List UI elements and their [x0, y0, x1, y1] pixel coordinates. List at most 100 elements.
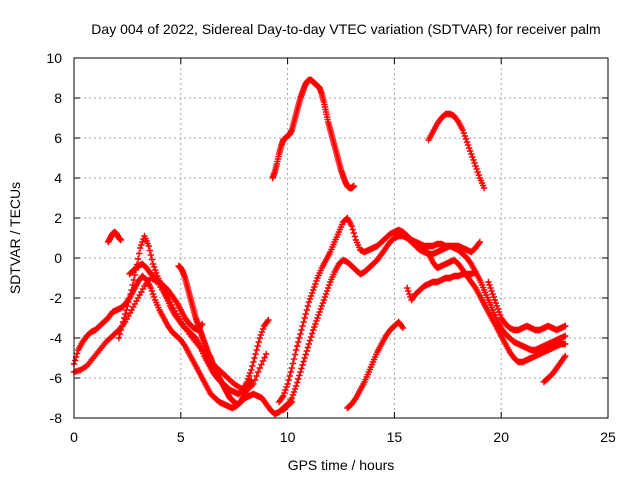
data-point	[320, 296, 328, 304]
data-point	[488, 287, 495, 295]
data-point	[253, 346, 260, 354]
data-point	[495, 308, 503, 316]
data-point	[153, 269, 160, 277]
data-point	[259, 357, 267, 365]
series-arc-11	[344, 318, 407, 412]
data-point	[307, 333, 315, 341]
data-point	[308, 289, 316, 297]
data-point	[487, 284, 494, 292]
data-point	[322, 290, 330, 298]
series-arc-7	[275, 214, 569, 406]
data-point	[349, 226, 356, 233]
series-arc-6	[175, 262, 255, 408]
data-point	[248, 366, 255, 374]
x-axis-label: GPS time / hours	[288, 457, 395, 473]
data-point	[496, 311, 504, 319]
data-point	[297, 330, 304, 338]
data-point	[290, 388, 298, 396]
data-point	[294, 342, 301, 350]
x-tick-labels: 0 5 10 15 20 25	[70, 429, 616, 445]
data-point	[464, 141, 472, 149]
data-point	[120, 314, 128, 322]
y-tick-label: 10	[46, 50, 62, 66]
data-point	[149, 290, 157, 298]
data-point	[288, 364, 296, 372]
data-point	[151, 266, 159, 274]
data-point	[491, 296, 498, 304]
data-point	[147, 284, 155, 292]
data-point	[298, 365, 305, 372]
data-point	[258, 328, 266, 336]
data-point	[148, 256, 156, 263]
data-point	[253, 372, 260, 380]
data-point	[291, 385, 299, 393]
data-point	[465, 144, 473, 152]
data-point	[318, 302, 325, 310]
data-point	[139, 238, 146, 246]
data-point	[304, 344, 312, 351]
data-point	[485, 278, 492, 286]
data-point	[480, 184, 488, 192]
data-point	[147, 251, 155, 259]
data-point	[295, 338, 302, 346]
data-point	[474, 168, 481, 176]
data-point	[300, 318, 307, 326]
data-point	[125, 298, 132, 306]
data-point	[124, 302, 131, 310]
data-point	[306, 295, 314, 303]
data-point	[301, 354, 308, 362]
data-point	[302, 351, 309, 358]
data-point	[312, 320, 319, 328]
data-point	[289, 360, 297, 367]
data-point	[473, 165, 480, 173]
data-point	[493, 302, 501, 310]
y-tick-label: -2	[50, 290, 63, 306]
data-point	[562, 332, 569, 340]
data-point	[127, 290, 134, 298]
data-point	[350, 229, 358, 237]
data-point	[128, 286, 135, 294]
data-point	[252, 350, 259, 358]
data-point	[291, 351, 299, 358]
data-point	[469, 153, 476, 161]
series-arc-5	[126, 260, 206, 334]
data-point	[301, 314, 308, 322]
data-point	[256, 364, 264, 372]
data-point	[472, 268, 479, 276]
x-tick-label: 5	[177, 429, 185, 445]
data-point	[486, 281, 493, 289]
data-point	[299, 361, 306, 369]
data-point	[146, 247, 154, 254]
data-point	[316, 308, 323, 316]
data-point	[249, 362, 256, 370]
data-point	[130, 276, 138, 284]
data-points	[70, 76, 569, 418]
data-point	[117, 236, 125, 244]
data-point	[295, 375, 302, 383]
data-point	[494, 305, 502, 313]
y-tick-label: -6	[50, 370, 63, 386]
data-point	[119, 318, 127, 326]
series-arc-14	[485, 278, 569, 334]
data-point	[305, 298, 313, 306]
data-point	[294, 379, 301, 386]
data-point	[122, 310, 129, 318]
y-tick-label: 2	[54, 210, 62, 226]
data-point	[326, 281, 333, 289]
data-point	[303, 306, 311, 314]
data-point	[562, 340, 569, 348]
data-point	[137, 244, 144, 252]
data-point	[261, 354, 268, 361]
x-tick-label: 0	[70, 429, 78, 445]
data-point	[289, 391, 297, 399]
data-point	[562, 352, 569, 360]
data-point	[312, 280, 319, 288]
data-point	[258, 361, 265, 368]
series-arc-10	[425, 110, 488, 192]
data-point	[138, 241, 145, 249]
data-point	[302, 310, 309, 318]
data-point	[298, 326, 305, 334]
y-tick-label: -8	[50, 410, 63, 426]
data-point	[460, 129, 468, 137]
data-point	[74, 350, 81, 357]
